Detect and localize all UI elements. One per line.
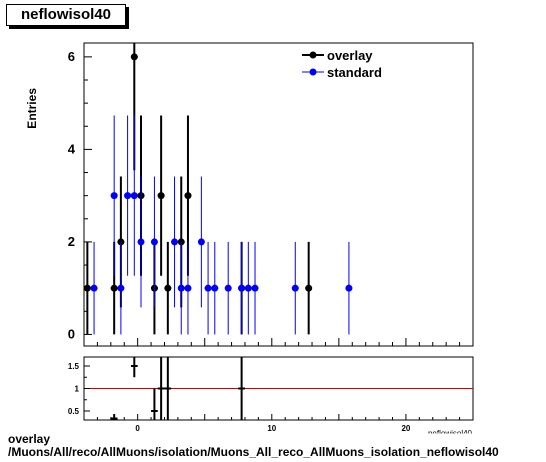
histogram-title: neflowisol40 xyxy=(6,4,126,26)
legend: overlay standard xyxy=(302,48,382,80)
footer-caption: overlay /Muons/All/reco/AllMuons/isolati… xyxy=(8,433,499,459)
x-tick-label: 10 xyxy=(267,424,276,433)
data-point-standard xyxy=(110,115,118,276)
data-point-standard xyxy=(130,115,138,276)
ratio-point xyxy=(238,357,245,420)
y-tick-label: 2 xyxy=(68,234,75,249)
data-point-standard xyxy=(117,241,125,335)
data-point-overlay xyxy=(157,115,165,276)
data-point-standard xyxy=(171,176,179,308)
legend-marker-standard xyxy=(309,68,317,76)
y-tick-label: 6 xyxy=(68,49,75,64)
data-point-standard xyxy=(224,241,232,335)
data-point-standard xyxy=(211,241,219,335)
x-tick-label: 20 xyxy=(401,424,410,433)
y-tick-label: 4 xyxy=(68,141,76,156)
data-point-standard xyxy=(150,176,158,308)
ratio-point xyxy=(164,357,172,420)
data-point-standard xyxy=(345,241,353,335)
x-tick-label: 0 xyxy=(135,424,140,433)
data-point-standard xyxy=(184,241,192,335)
data-point-standard xyxy=(90,241,98,335)
data-point-standard xyxy=(197,176,205,308)
main-axes: 0 2 4 6 xyxy=(68,49,474,346)
ratio-y-tick-label: 0.5 xyxy=(68,407,80,416)
data-point-standard xyxy=(251,241,259,335)
ratio-axes: 0.5 1 1.5 0 10 20 xyxy=(68,362,474,433)
legend-label-standard: standard xyxy=(327,65,382,80)
ratio-point xyxy=(151,388,158,420)
y-axis-label: Entries xyxy=(25,88,39,129)
y-tick-label: 0 xyxy=(68,326,75,341)
data-point-overlay xyxy=(83,241,91,335)
data-point-overlay xyxy=(164,241,172,335)
ratio-y-tick-label: 1.5 xyxy=(68,362,80,371)
main-plot-frame xyxy=(83,42,474,347)
data-point-overlay xyxy=(305,241,313,335)
data-point-standard xyxy=(124,115,132,276)
ratio-point xyxy=(110,414,118,420)
ratio-point xyxy=(130,357,138,378)
data-point-standard xyxy=(244,241,252,335)
ratio-y-tick-label: 1 xyxy=(75,385,80,394)
footer-line-1: overlay xyxy=(8,432,51,446)
data-point-standard xyxy=(238,241,246,335)
data-point-standard xyxy=(204,241,212,335)
legend-label-overlay: overlay xyxy=(327,48,373,63)
footer-line-2: /Muons/All/reco/AllMuons/isolation/Muons… xyxy=(8,445,499,459)
data-point-standard xyxy=(177,241,185,335)
main-data-points xyxy=(83,43,353,335)
legend-marker-overlay xyxy=(309,51,317,59)
data-point-standard xyxy=(137,176,145,308)
data-point-standard xyxy=(291,241,299,335)
x-axis-label: neflowisol40 xyxy=(428,429,473,438)
ratio-point xyxy=(157,357,165,420)
ratio-data-points xyxy=(110,357,245,420)
